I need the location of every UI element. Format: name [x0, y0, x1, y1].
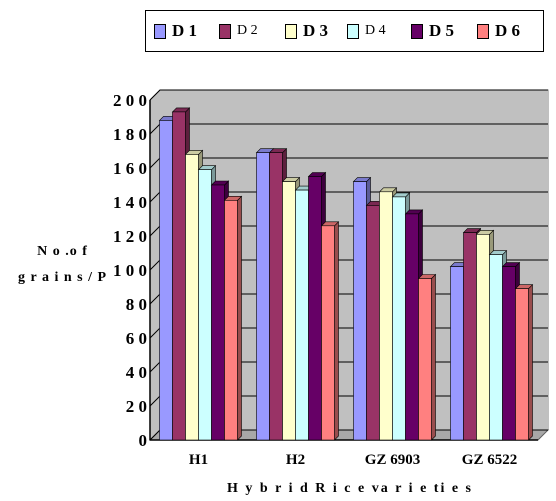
x-tick-label-3: GZ 6522 — [462, 452, 517, 468]
legend-label: D 2 — [237, 23, 258, 38]
gridline-0 — [149, 89, 548, 101]
y-axis-label-line-2: g r a i n s / P — [17, 270, 108, 285]
legend-swatch — [411, 23, 423, 39]
bar-D4-1 — [295, 189, 309, 441]
legend: D 1 D 2 D 3 D 4 D 5 D 6 — [145, 10, 544, 52]
y-tick-label-1: 1 8 0 — [113, 125, 147, 144]
x-tick-label-2: GZ 6903 — [365, 452, 420, 468]
y-tick-label-3: 1 4 0 — [113, 193, 147, 212]
bar-D3-2 — [379, 191, 393, 441]
bar-D3-1 — [282, 181, 296, 441]
legend-swatch — [154, 23, 166, 39]
bar-side-D6-3 — [528, 283, 533, 441]
bar-D6-3 — [515, 288, 529, 441]
legend-item-D5: D 5 — [411, 21, 455, 40]
legend-label: D 5 — [429, 21, 455, 40]
y-tick-label-9: 2 0 — [126, 397, 147, 416]
x-axis-label: H y b r i d R i c e va r i e ti e s — [226, 481, 474, 496]
bar-D5-2 — [405, 213, 419, 441]
legend-label: D 1 — [172, 21, 198, 40]
bar-side-D6-1 — [334, 221, 339, 441]
y-tick-label-7: 6 0 — [126, 329, 147, 348]
y-tick-label-5: 1 0 0 — [113, 261, 147, 280]
bar-D2-3 — [463, 232, 477, 441]
x-tick-label-0: H1 — [189, 452, 208, 468]
bar-D5-3 — [502, 266, 516, 441]
y-tick-label-6: 8 0 — [126, 295, 147, 314]
legend-label: D 3 — [303, 21, 329, 40]
bar-side-D6-2 — [431, 273, 436, 441]
bar-D1-1 — [256, 152, 270, 441]
legend-item-D1: D 1 — [154, 21, 198, 40]
x-tick-label-1: H2 — [286, 452, 305, 468]
legend-item-D4: D 4 — [347, 22, 386, 40]
legend-item-D2: D 2 — [219, 22, 258, 40]
bar-D6-1 — [321, 225, 335, 441]
legend-item-D6: D 6 — [477, 21, 521, 40]
bar-D6-2 — [418, 278, 432, 441]
y-tick-label-10: 0 — [139, 431, 148, 450]
bar-D5-1 — [308, 176, 322, 441]
bar-D2-0 — [172, 111, 186, 441]
legend-label: D 6 — [495, 21, 521, 40]
legend-swatch — [219, 23, 231, 39]
bar-D1-0 — [159, 120, 173, 441]
bar-D1-3 — [450, 266, 464, 441]
bar-D4-2 — [392, 196, 406, 441]
legend-swatch — [477, 23, 489, 39]
bar-D4-0 — [198, 169, 212, 441]
legend-item-D3: D 3 — [285, 21, 329, 40]
legend-label: D 4 — [365, 23, 386, 38]
bar-D4-3 — [489, 254, 503, 441]
bar-D2-2 — [366, 205, 380, 441]
y-tick-label-0: 2 0 0 — [113, 91, 147, 110]
legend-swatch — [347, 23, 359, 39]
y-tick-label-2: 1 6 0 — [113, 159, 147, 178]
bar-D3-0 — [185, 154, 199, 441]
bar-side-D6-0 — [237, 195, 242, 441]
legend-swatch — [285, 23, 297, 39]
bar-D1-2 — [353, 181, 367, 441]
y-tick-label-4: 1 2 0 — [113, 227, 147, 246]
bar-D6-0 — [224, 200, 238, 441]
bar-D3-3 — [476, 234, 490, 441]
bar-D2-1 — [269, 152, 283, 441]
bar-D5-0 — [211, 184, 225, 441]
y-tick-label-8: 4 0 — [126, 363, 147, 382]
y-axis-label-line-1: N o .o f — [37, 244, 88, 259]
